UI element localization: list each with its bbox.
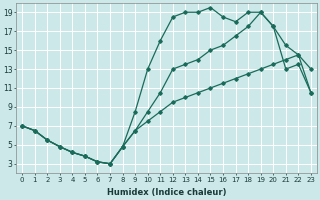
- X-axis label: Humidex (Indice chaleur): Humidex (Indice chaleur): [107, 188, 226, 197]
